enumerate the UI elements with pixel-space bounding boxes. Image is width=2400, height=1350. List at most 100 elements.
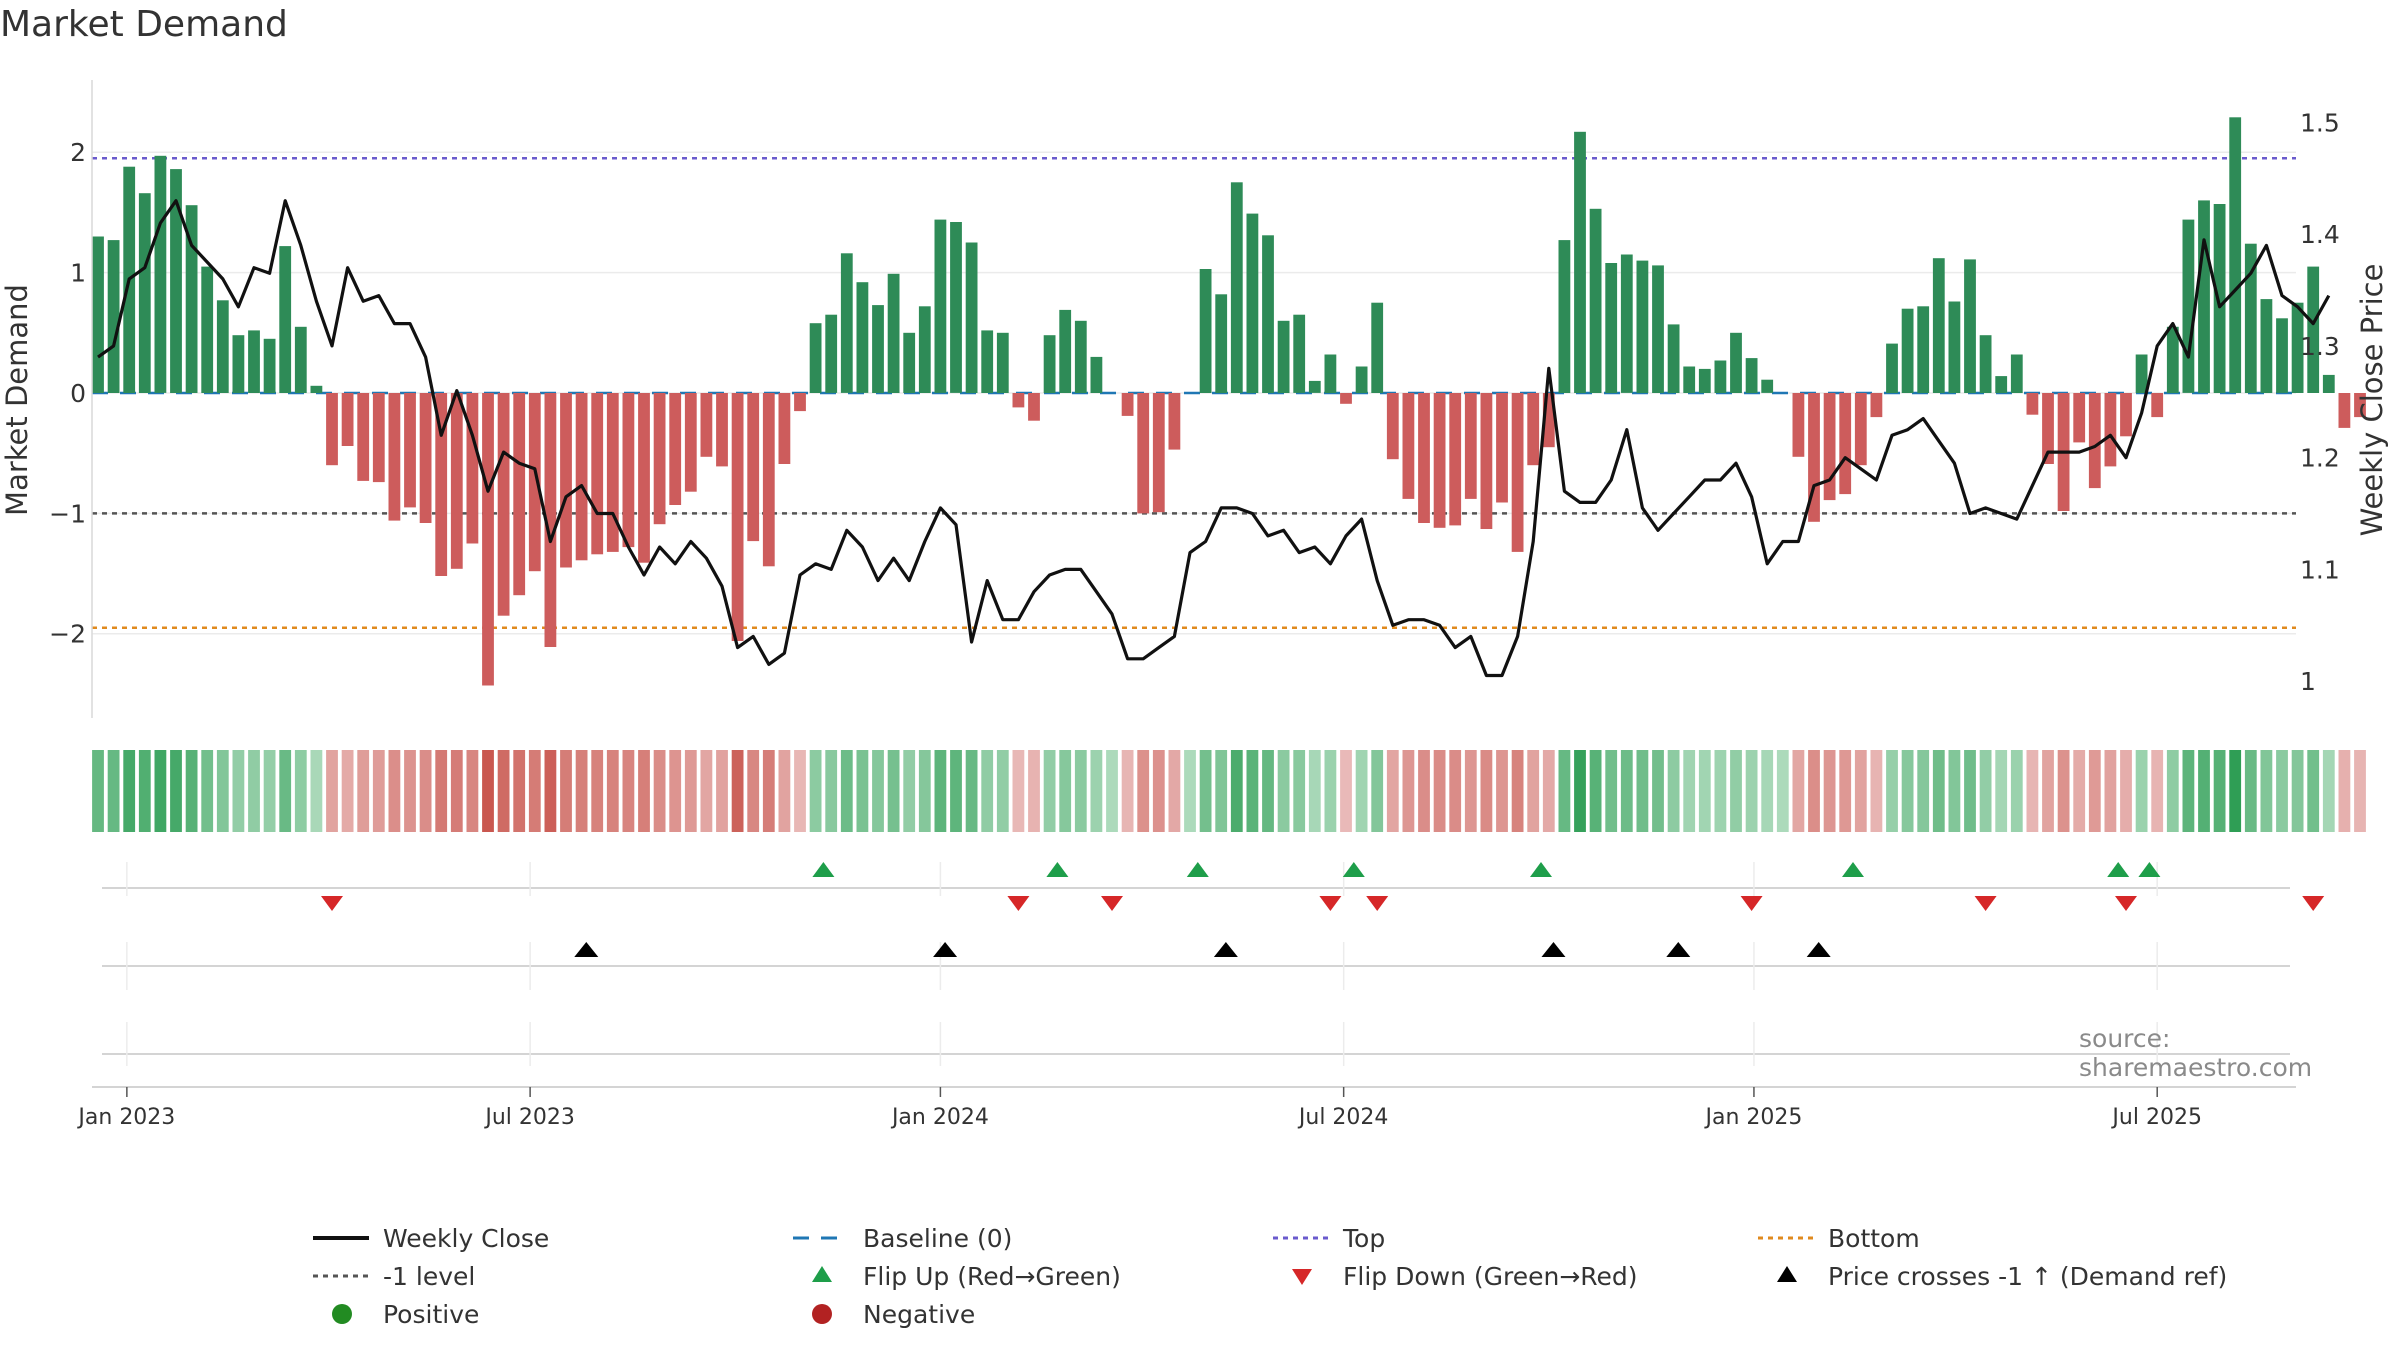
heat-cell (762, 750, 775, 832)
heat-cell (1371, 750, 1384, 832)
heat-cell (934, 750, 947, 832)
demand-bar (1854, 393, 1867, 466)
heat-cell (1917, 750, 1930, 832)
demand-bar (2166, 326, 2179, 393)
demand-bar (1121, 393, 1134, 416)
legend: Weekly Close Baseline (0) Top Bottom -1 … (305, 1220, 2305, 1340)
heat-cell (326, 750, 338, 832)
heat-cell (2307, 750, 2320, 832)
demand-bar (372, 393, 385, 483)
demand-bar (216, 300, 229, 393)
heat-cell (1464, 750, 1477, 832)
demand-bar (809, 323, 822, 393)
demand-bar (950, 222, 962, 393)
demand-bar (1511, 393, 1524, 552)
heat-cell (1714, 750, 1727, 832)
heat-cell (1730, 750, 1742, 832)
demand-bar (2026, 393, 2039, 415)
demand-bar (1433, 393, 1446, 528)
demand-bar (731, 393, 744, 641)
legend-positive-label: Positive (383, 1299, 480, 1329)
demand-bar (1901, 308, 1914, 393)
heat-cell (684, 750, 697, 832)
demand-bar (513, 393, 526, 596)
demand-bar (326, 393, 338, 466)
demand-bar (2229, 117, 2242, 394)
demand-bar (1542, 393, 1555, 448)
demand-bar (2322, 374, 2335, 393)
heat-cell (1246, 750, 1259, 832)
y-tick-label: 2 (70, 138, 86, 167)
demand-bar (1308, 380, 1321, 393)
demand-bar (1683, 366, 1696, 393)
demand-bar (700, 393, 713, 457)
heat-cell (1090, 750, 1103, 832)
legend-negative: Negative (785, 1296, 975, 1332)
heat-cell (1230, 750, 1243, 832)
demand-bar (2104, 393, 2117, 467)
demand-bar (1293, 314, 1306, 393)
demand-bar (341, 393, 354, 446)
weekly-close-line (97, 199, 2331, 678)
heat-cell (248, 750, 260, 832)
demand-bar (2073, 393, 2086, 443)
demand-bar (2260, 299, 2273, 393)
heat-cell (1355, 750, 1368, 832)
demand-bar (1340, 393, 1352, 404)
heat-cell (856, 750, 869, 832)
heat-cell (2010, 750, 2023, 832)
demand-bar (747, 393, 760, 542)
price-cross-marker (1541, 942, 1566, 957)
heat-cell (903, 750, 916, 832)
flip-down-marker (1366, 896, 1389, 911)
demand-bar (2088, 393, 2101, 489)
demand-bar (170, 169, 182, 393)
y2-tick-label: 1.4 (2300, 220, 2340, 249)
demand-bars (92, 117, 2366, 686)
demand-bar (1605, 263, 1618, 393)
demand-bar (887, 273, 900, 393)
demand-bar (138, 193, 151, 393)
demand-bar (528, 393, 541, 572)
legend-weekly-close: Weekly Close (305, 1220, 549, 1256)
demand-bar (1355, 366, 1368, 393)
legend-bottom-label: Bottom (1828, 1223, 1920, 1253)
heat-cell (1293, 750, 1306, 832)
heat-cell (996, 750, 1009, 832)
demand-bar (1012, 393, 1025, 408)
legend-baseline-label: Baseline (0) (863, 1223, 1013, 1253)
y-tick-label: −1 (49, 499, 86, 528)
flip-down-marker (2302, 896, 2325, 911)
heat-cell (2198, 750, 2210, 832)
heat-cell (669, 750, 682, 832)
x-tick-label: Jul 2023 (483, 1105, 575, 1130)
event-markers (102, 862, 2325, 1066)
demand-bar (357, 393, 370, 481)
demand-bar (1636, 260, 1649, 393)
heat-cell (2073, 750, 2086, 832)
heat-cell (154, 750, 167, 832)
demand-bar (1324, 354, 1337, 393)
y-tick-label: −2 (49, 620, 86, 649)
demand-bar (482, 393, 494, 686)
demand-bar (248, 330, 260, 393)
heat-cell (1480, 750, 1493, 832)
demand-bar (310, 385, 323, 393)
legend-flip-down-label: Flip Down (Green→Red) (1343, 1261, 1638, 1291)
heat-cell (653, 750, 666, 832)
demand-bar (794, 393, 806, 412)
heat-cell (1854, 750, 1867, 832)
heat-cell (1043, 750, 1056, 832)
heat-cell (1808, 750, 1820, 832)
demand-bar (279, 246, 292, 393)
demand-bar (1090, 356, 1103, 393)
demand-bar (185, 205, 198, 393)
legend-minus-one: -1 level (305, 1258, 475, 1294)
flip-down-marker (1101, 896, 1123, 911)
demand-bar (2198, 200, 2210, 393)
heat-cell (528, 750, 541, 832)
demand-bar (840, 253, 853, 393)
heat-cell (170, 750, 182, 832)
heat-cell (279, 750, 292, 832)
heat-cell (1683, 750, 1696, 832)
